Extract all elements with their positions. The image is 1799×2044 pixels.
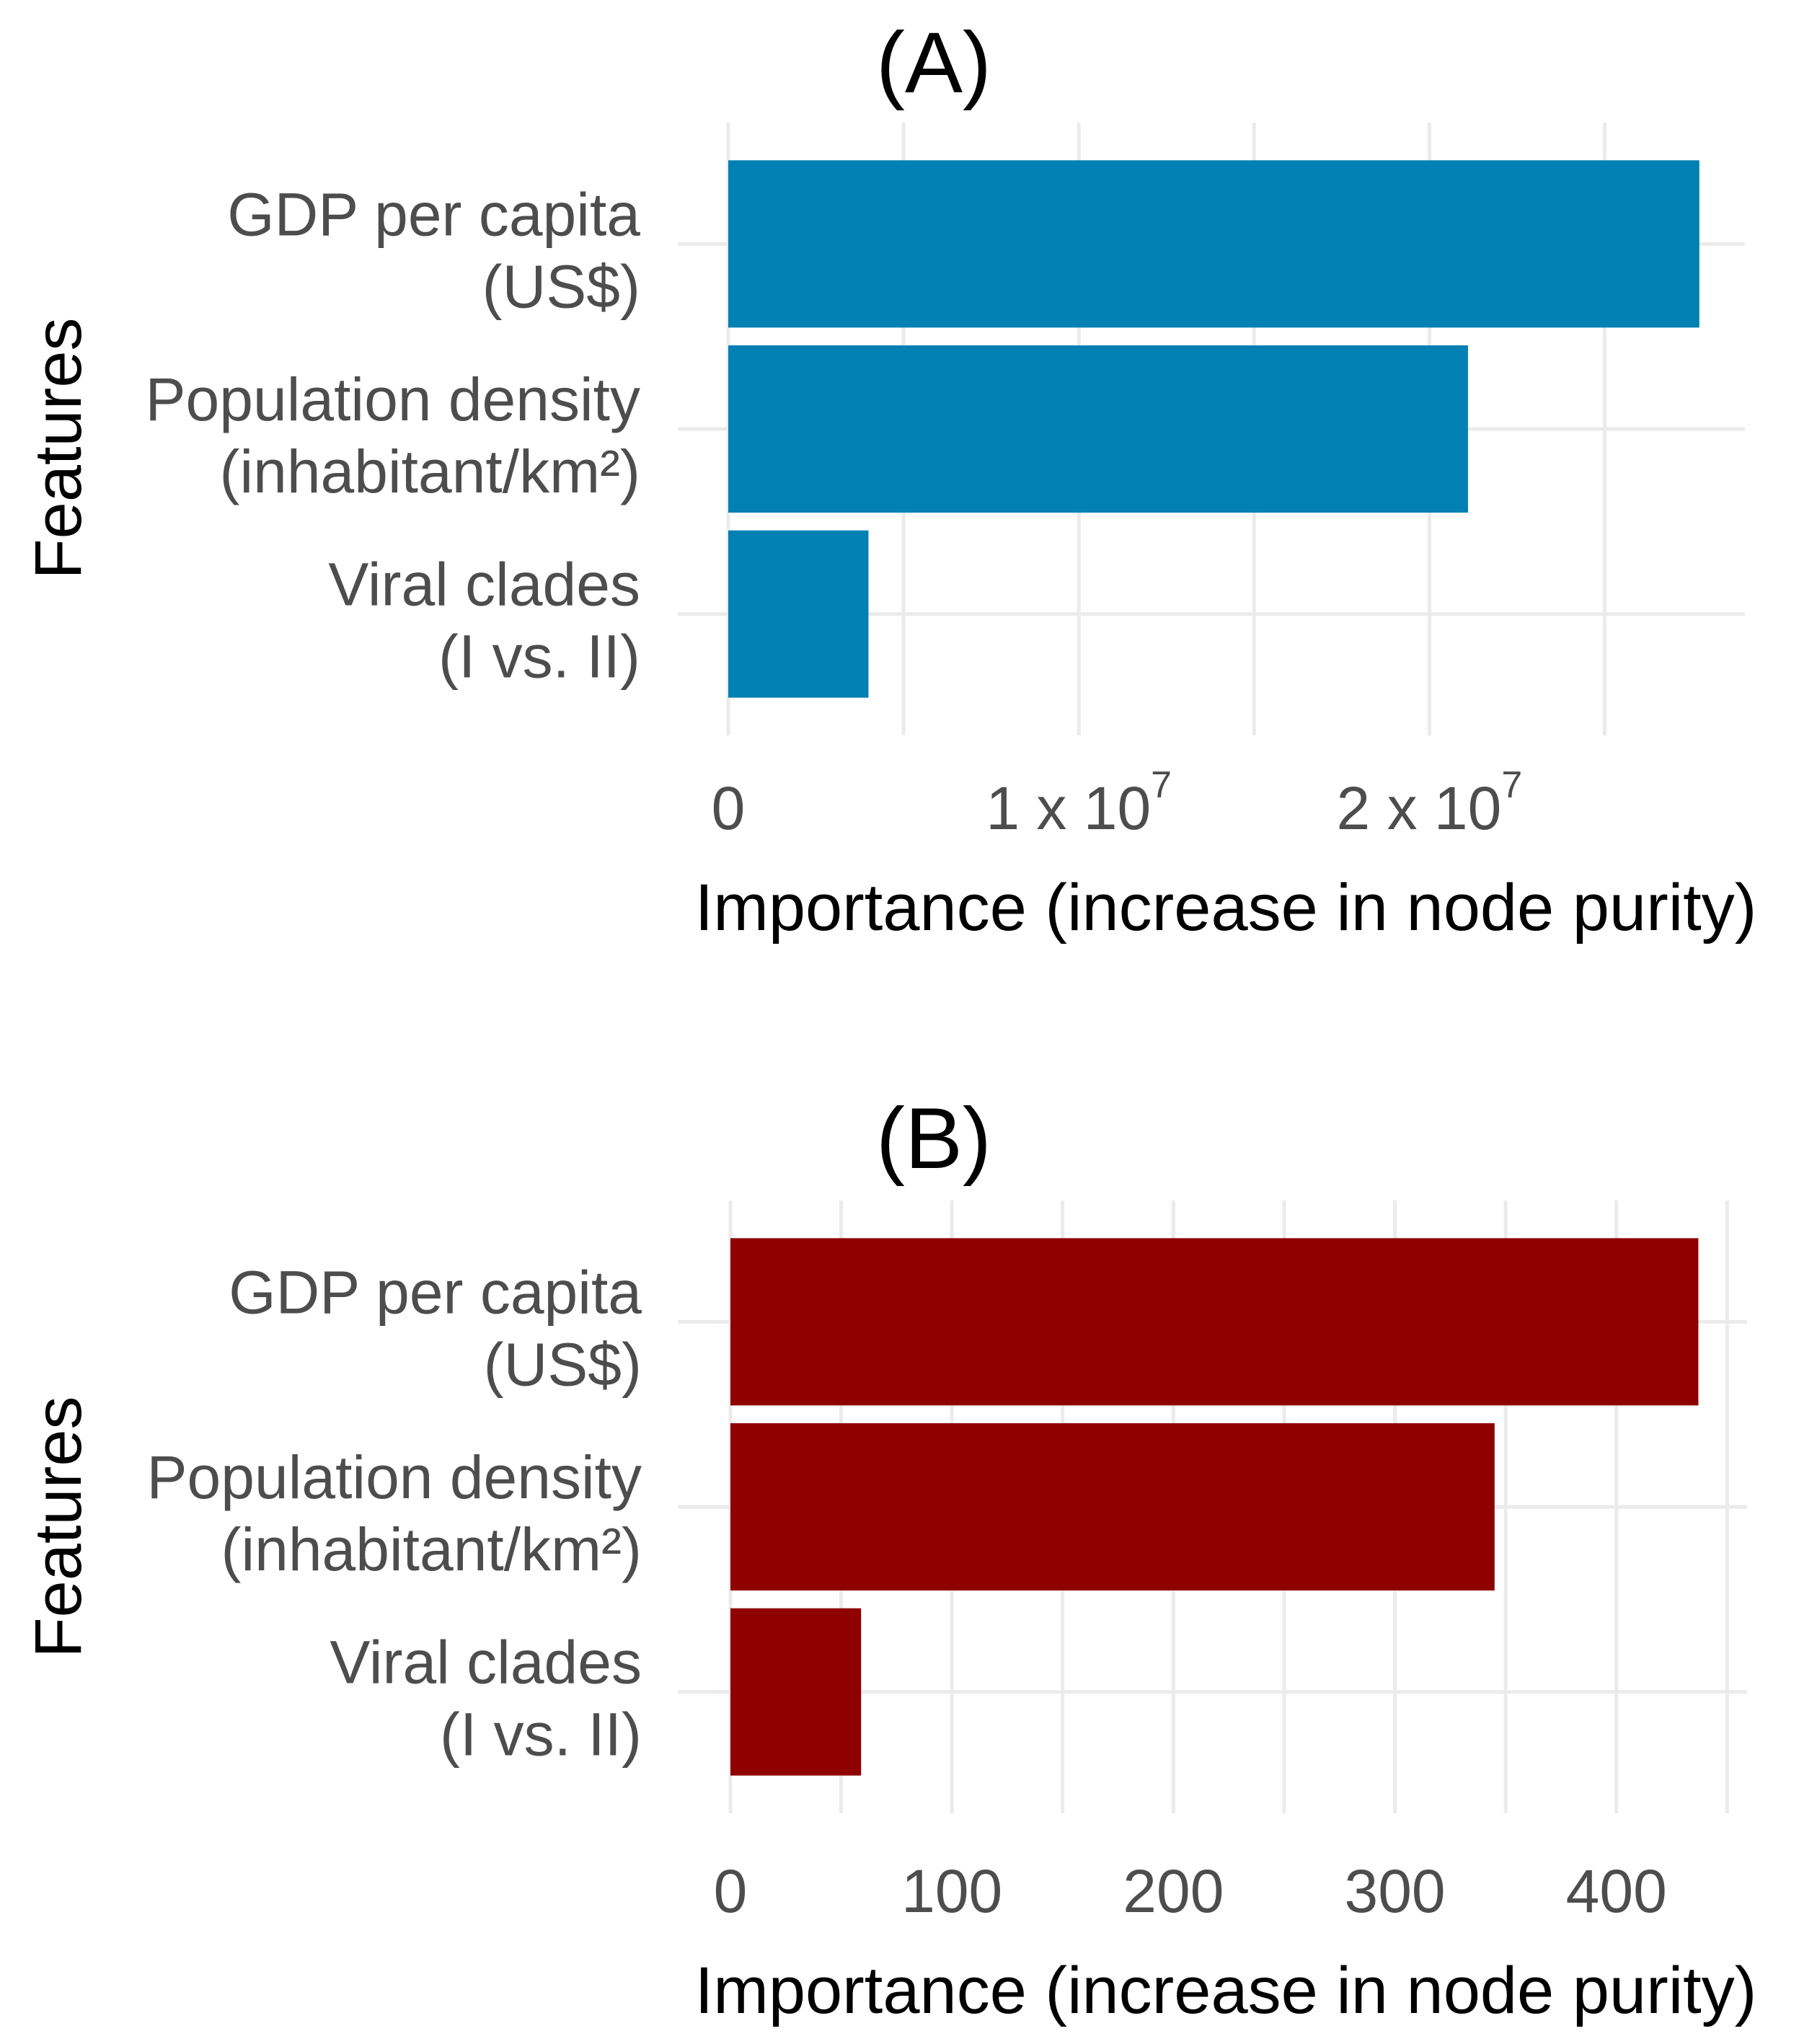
panel-b-category-labels: GDP per capita (US$) Population density (in… xyxy=(147,1258,642,1768)
panel-a-category-label: Viral clades (I vs. II) xyxy=(328,551,640,691)
panel-a-bars xyxy=(728,160,1699,698)
panel-b-y-axis-label: Features xyxy=(22,1396,95,1658)
panel-b-tick-label: 400 xyxy=(1566,1857,1667,1925)
panel-b-category-label: Population density (inhabitant/km²) xyxy=(147,1443,642,1583)
panel-b-bar xyxy=(730,1423,1495,1590)
panel-b-bars xyxy=(730,1238,1699,1776)
panel-b-tick-labels: 0 100 200 300 400 xyxy=(714,1857,1667,1925)
panel-a-category-label: GDP per capita (US$) xyxy=(227,180,640,320)
panel-b-category-label: Viral clades (I vs. II) xyxy=(330,1629,642,1769)
panel-b-tick-label: 200 xyxy=(1123,1857,1224,1925)
panel-b-bar xyxy=(730,1608,862,1776)
panel-b-category-label: GDP per capita (US$) xyxy=(229,1258,642,1398)
panel-a-x-axis-label: Importance (increase in node purity) xyxy=(695,871,1757,944)
panel-a-bar xyxy=(728,530,869,698)
panel-a-title: (A) xyxy=(876,14,991,111)
panel-b-title: (B) xyxy=(876,1090,991,1187)
panel-a-y-axis-label: Features xyxy=(22,317,95,579)
panel-b-tick-label: 300 xyxy=(1344,1857,1445,1925)
panel-b: (B) GDP per capita (US$) Population densit… xyxy=(22,1090,1756,2027)
panel-a-tick-label: 2 x 107 xyxy=(1337,764,1523,842)
panel-a-category-label: Population density (inhabitant/km²) xyxy=(146,366,640,505)
panel-a-tick-label: 1 x 107 xyxy=(986,764,1172,842)
panel-b-x-axis-label: Importance (increase in node purity) xyxy=(695,1954,1757,2027)
panel-b-bar xyxy=(730,1238,1699,1406)
panel-a-tick-labels: 0 1 x 107 2 x 107 xyxy=(712,764,1523,842)
panel-a: (A) GDP per capita (US$) Population densit… xyxy=(22,14,1756,944)
panel-b-tick-label: 100 xyxy=(901,1857,1002,1925)
panel-a-bar xyxy=(728,345,1468,513)
panel-a-tick-label: 0 xyxy=(712,774,746,842)
panel-a-category-labels: GDP per capita (US$) Population density (in… xyxy=(146,180,641,690)
panel-b-tick-label: 0 xyxy=(714,1857,748,1925)
panel-a-bar xyxy=(728,160,1699,328)
